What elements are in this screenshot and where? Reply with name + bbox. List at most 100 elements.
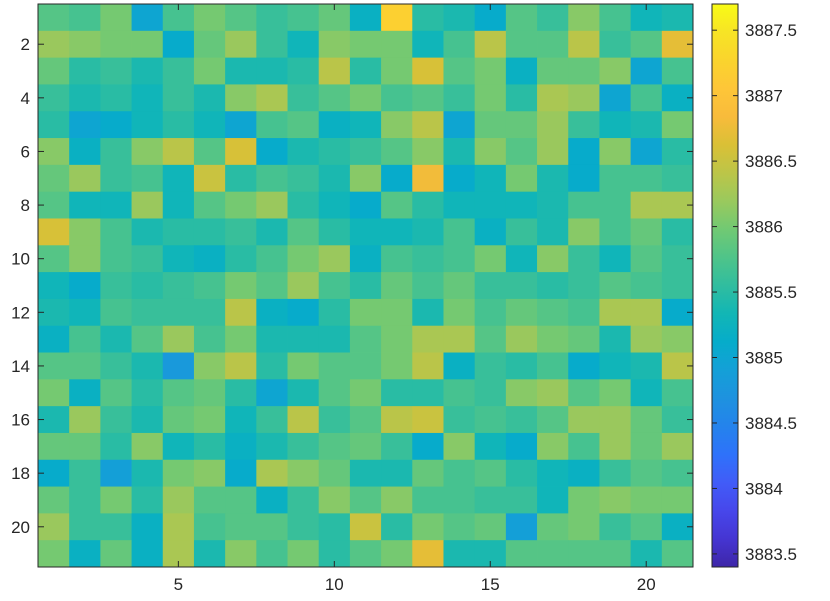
colorbar-tick-label: 3887.5 — [745, 21, 797, 40]
heatmap-cell — [162, 57, 195, 85]
heatmap-cell — [287, 84, 320, 112]
heatmap-cell — [287, 486, 320, 514]
heatmap-cell — [100, 540, 132, 568]
heatmap-cell — [630, 30, 663, 59]
heatmap-cell — [162, 30, 195, 59]
heatmap-cell — [69, 379, 101, 407]
heatmap-cell — [661, 4, 694, 32]
heatmap-cell — [474, 325, 507, 353]
heatmap-cell — [256, 164, 288, 193]
heatmap-cell — [630, 379, 663, 407]
heatmap-cell — [287, 30, 320, 59]
heatmap-cell — [100, 4, 132, 32]
heatmap-cell — [256, 486, 288, 514]
heatmap-cell — [381, 325, 413, 353]
heatmap-cell — [630, 245, 663, 273]
heatmap-cells — [38, 4, 694, 568]
heatmap-cell — [225, 84, 257, 112]
heatmap-cell — [568, 352, 600, 380]
heatmap-cell — [100, 298, 132, 327]
heatmap-cell — [599, 84, 632, 112]
heatmap-cell — [412, 540, 444, 568]
heatmap-cell — [318, 218, 351, 246]
heatmap-cell — [162, 111, 195, 139]
heatmap-cell — [318, 30, 351, 59]
heatmap-cell — [568, 486, 600, 514]
heatmap-cell — [193, 406, 226, 434]
heatmap-cell — [505, 325, 538, 353]
heatmap-cell — [193, 540, 226, 568]
heatmap-cell — [225, 406, 257, 434]
heatmap-cell — [443, 30, 476, 59]
heatmap-cell — [100, 111, 132, 139]
heatmap-cell — [599, 30, 632, 59]
heatmap-cell — [318, 245, 351, 273]
heatmap-cell — [69, 164, 101, 193]
heatmap-cell — [256, 325, 288, 353]
heatmap-cell — [349, 218, 382, 246]
heatmap-cell — [381, 164, 413, 193]
colorbar-tick-label: 3884.5 — [745, 414, 797, 433]
heatmap-cell — [412, 379, 444, 407]
axes: 5 10 15 20 2 4 6 8 10 12 14 16 18 20 — [11, 3, 694, 594]
heatmap-cell — [38, 111, 70, 139]
heatmap-cell — [131, 191, 164, 219]
heatmap-cell — [537, 138, 569, 166]
heatmap-cell — [131, 164, 164, 193]
heatmap-cell — [443, 540, 476, 568]
heatmap-cell — [661, 57, 694, 85]
colorbar-tick-label: 3885.5 — [745, 283, 797, 302]
heatmap-cell — [69, 298, 101, 327]
heatmap-cell — [162, 84, 195, 112]
heatmap-cell — [381, 138, 413, 166]
heatmap-cell — [318, 325, 351, 353]
heatmap-cell — [349, 84, 382, 112]
heatmap-cell — [38, 486, 70, 514]
heatmap-cell — [537, 325, 569, 353]
heatmap-cell — [443, 245, 476, 273]
heatmap-cell — [69, 191, 101, 219]
heatmap-cell — [318, 513, 351, 541]
heatmap-cell — [412, 30, 444, 59]
heatmap-cell — [69, 540, 101, 568]
heatmap-cell — [537, 298, 569, 327]
heatmap-cell — [349, 111, 382, 139]
heatmap-cell — [599, 138, 632, 166]
heatmap-cell — [537, 4, 569, 32]
heatmap-cell — [131, 272, 164, 300]
heatmap-cell — [287, 298, 320, 327]
heatmap-cell — [349, 138, 382, 166]
heatmap-cell — [38, 432, 70, 461]
x-tick-label: 20 — [637, 575, 656, 594]
heatmap-cell — [474, 486, 507, 514]
heatmap-cell — [38, 218, 70, 246]
heatmap-cell — [193, 486, 226, 514]
y-tick-label: 2 — [21, 35, 30, 54]
heatmap-cell — [568, 111, 600, 139]
heatmap-cell — [537, 379, 569, 407]
heatmap-cell — [193, 272, 226, 300]
heatmap-cell — [474, 432, 507, 461]
heatmap-cell — [443, 57, 476, 85]
heatmap-cell — [381, 30, 413, 59]
heatmap-cell — [131, 540, 164, 568]
heatmap-cell — [443, 352, 476, 380]
heatmap-cell — [287, 164, 320, 193]
heatmap-cell — [568, 325, 600, 353]
heatmap-cell — [599, 57, 632, 85]
heatmap-cell — [412, 4, 444, 32]
heatmap-cell — [443, 432, 476, 461]
heatmap-cell — [599, 540, 632, 568]
heatmap-cell — [412, 218, 444, 246]
heatmap-cell — [599, 406, 632, 434]
heatmap-cell — [162, 406, 195, 434]
heatmap-cell — [599, 432, 632, 461]
heatmap-cell — [443, 111, 476, 139]
heatmap-cell — [131, 513, 164, 541]
heatmap-cell — [100, 352, 132, 380]
heatmap-cell — [599, 325, 632, 353]
heatmap-cell — [162, 352, 195, 380]
heatmap-cell — [225, 540, 257, 568]
heatmap-cell — [505, 164, 538, 193]
heatmap-cell — [412, 352, 444, 380]
